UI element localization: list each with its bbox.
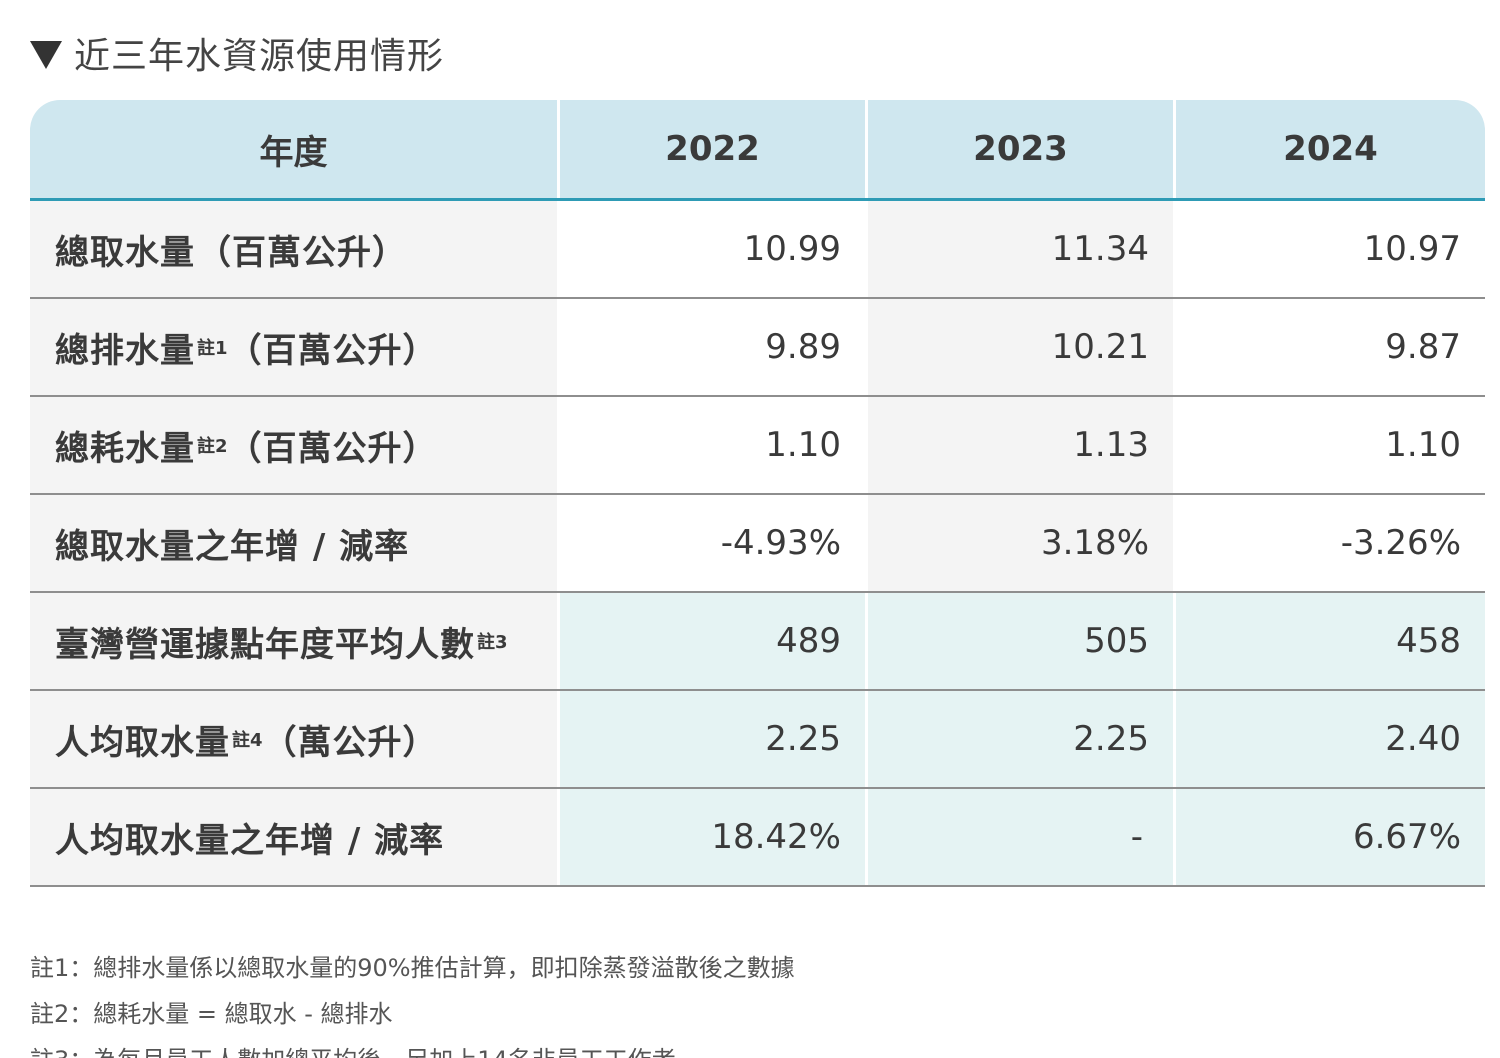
cell-2022: 18.42% xyxy=(560,789,865,885)
cell-2023: - xyxy=(868,789,1173,885)
table-row: 人均取水量 註4 （萬公升） 2.25 2.25 2.40 xyxy=(30,691,1485,789)
cell-2024: 9.87 xyxy=(1176,299,1485,395)
row-label: 總排水量 註1 （百萬公升） xyxy=(30,299,557,395)
cell-2024: 10.97 xyxy=(1176,201,1485,297)
row-label: 人均取水量之年增 / 減率 xyxy=(30,789,557,885)
cell-2023: 2.25 xyxy=(868,691,1173,787)
cell-2022: -4.93% xyxy=(560,495,865,591)
section-title: 近三年水資源使用情形 xyxy=(30,30,445,77)
table-row: 總耗水量 註2 （百萬公升） 1.10 1.13 1.10 xyxy=(30,397,1485,495)
table-row: 總取水量之年增 / 減率 -4.93% 3.18% -3.26% xyxy=(30,495,1485,593)
row-label: 總取水量 （百萬公升） xyxy=(30,201,557,297)
footnotes: 註1：總排水量係以總取水量的90%推估計算，即扣除蒸發溢散後之數據 註2：總耗水… xyxy=(30,945,795,1058)
cell-2024: 2.40 xyxy=(1176,691,1485,787)
row-label: 總耗水量 註2 （百萬公升） xyxy=(30,397,557,493)
footnote-2: 註2：總耗水量 = 總取水 - 總排水 xyxy=(30,1000,393,1028)
table-row: 總排水量 註1 （百萬公升） 9.89 10.21 9.87 xyxy=(30,299,1485,397)
cell-2022: 1.10 xyxy=(560,397,865,493)
section-title-text: 近三年水資源使用情形 xyxy=(74,36,445,77)
header-year-label: 年度 xyxy=(30,100,557,198)
table-header: 年度 2022 2023 2024 xyxy=(30,100,1485,201)
header-2024: 2024 xyxy=(1176,100,1485,198)
footnote-1: 註1：總排水量係以總取水量的90%推估計算，即扣除蒸發溢散後之數據 xyxy=(30,954,795,982)
water-usage-table: 年度 2022 2023 2024 總取水量 （百萬公升） 10.99 11.34… xyxy=(30,100,1485,887)
cell-2023: 10.21 xyxy=(868,299,1173,395)
cell-2022: 10.99 xyxy=(560,201,865,297)
table-row: 人均取水量之年增 / 減率 18.42% - 6.67% xyxy=(30,789,1485,887)
row-label: 人均取水量 註4 （萬公升） xyxy=(30,691,557,787)
cell-2023: 505 xyxy=(868,593,1173,689)
header-2023: 2023 xyxy=(868,100,1173,198)
footnote-3: 註3：為每月員工人數加總平均後，另加上14名非員工工作者 xyxy=(30,1037,795,1058)
cell-2023: 3.18% xyxy=(868,495,1173,591)
cell-2022: 2.25 xyxy=(560,691,865,787)
cell-2022: 489 xyxy=(560,593,865,689)
cell-2024: -3.26% xyxy=(1176,495,1485,591)
cell-2024: 458 xyxy=(1176,593,1485,689)
cell-2022: 9.89 xyxy=(560,299,865,395)
table-row: 臺灣營運據點年度平均人數 註3 489 505 458 xyxy=(30,593,1485,691)
triangle-down-icon xyxy=(30,41,62,69)
cell-2024: 6.67% xyxy=(1176,789,1485,885)
row-label: 臺灣營運據點年度平均人數 註3 xyxy=(30,593,557,689)
row-label: 總取水量之年增 / 減率 xyxy=(30,495,557,591)
cell-2023: 11.34 xyxy=(868,201,1173,297)
header-2022: 2022 xyxy=(560,100,865,198)
table-row: 總取水量 （百萬公升） 10.99 11.34 10.97 xyxy=(30,201,1485,299)
cell-2024: 1.10 xyxy=(1176,397,1485,493)
cell-2023: 1.13 xyxy=(868,397,1173,493)
